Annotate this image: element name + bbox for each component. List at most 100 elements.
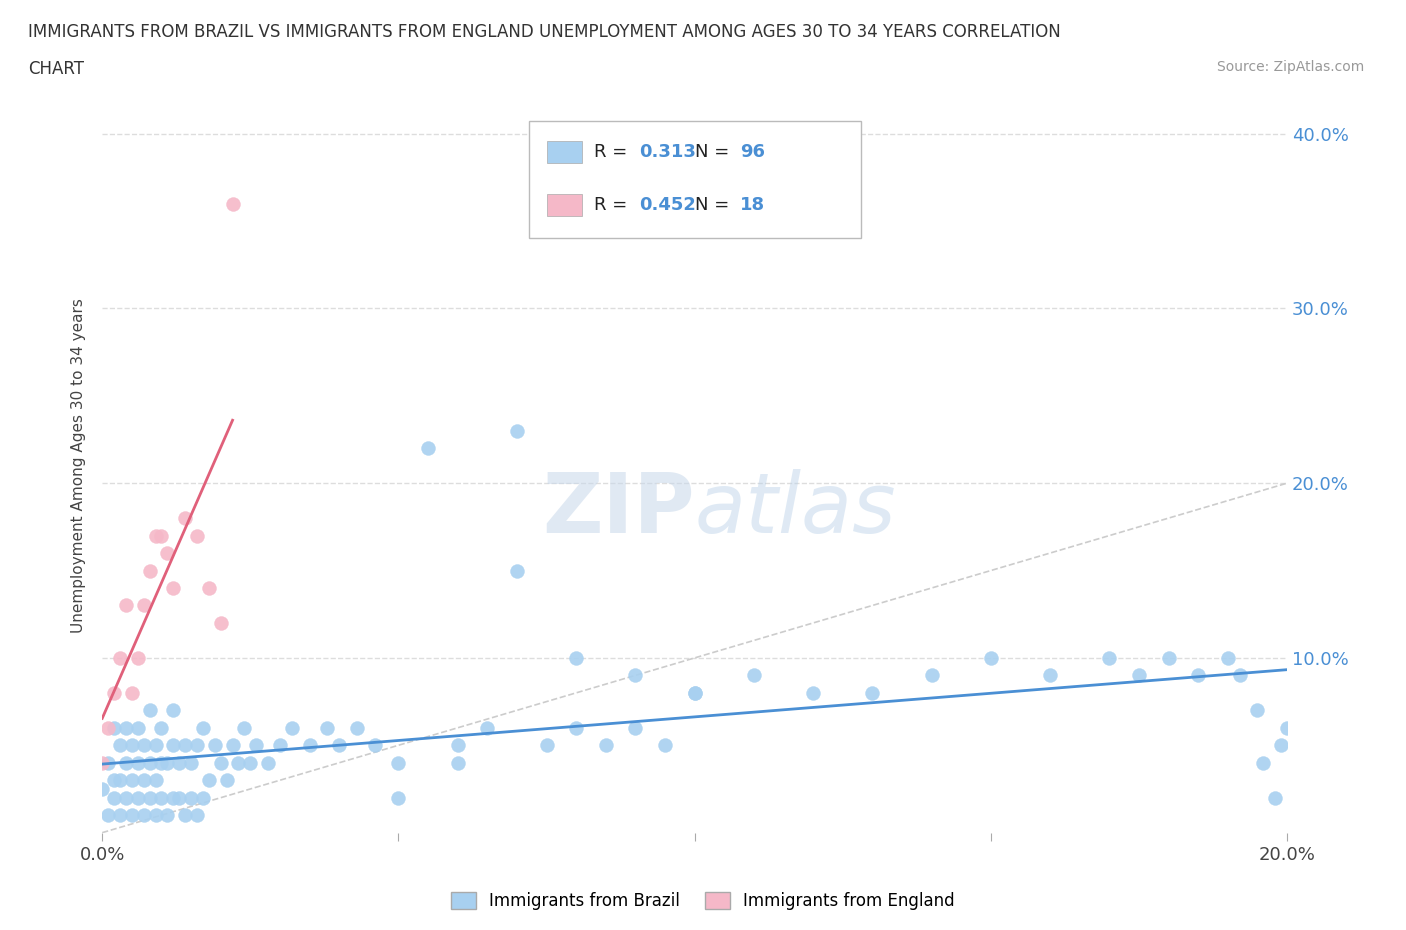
Point <box>103 685 125 700</box>
Text: N =: N = <box>695 196 735 214</box>
Point <box>209 755 232 770</box>
Point <box>108 737 131 752</box>
Point <box>180 790 202 805</box>
Point <box>1264 790 1286 805</box>
Point <box>156 755 179 770</box>
Point <box>506 423 529 438</box>
Point <box>162 703 184 718</box>
Point <box>683 685 706 700</box>
Point <box>97 755 120 770</box>
Point <box>127 790 149 805</box>
Point <box>121 808 143 823</box>
Point <box>167 755 190 770</box>
Text: 18: 18 <box>740 196 765 214</box>
Point <box>387 790 409 805</box>
Point <box>1275 721 1298 736</box>
Point <box>860 685 883 700</box>
Point <box>1098 650 1121 665</box>
Point <box>595 737 617 752</box>
Point <box>145 737 167 752</box>
Point <box>281 721 304 736</box>
Point <box>387 755 409 770</box>
Point <box>186 528 208 543</box>
Point <box>180 755 202 770</box>
Text: 96: 96 <box>740 142 765 161</box>
Point <box>115 721 138 736</box>
Point <box>364 737 387 752</box>
Point <box>565 650 588 665</box>
Point <box>167 790 190 805</box>
Point <box>156 546 179 561</box>
Point <box>980 650 1002 665</box>
Point <box>162 790 184 805</box>
Point <box>138 703 160 718</box>
Text: 0.452: 0.452 <box>638 196 696 214</box>
Y-axis label: Unemployment Among Ages 30 to 34 years: Unemployment Among Ages 30 to 34 years <box>72 299 86 633</box>
Point <box>228 755 250 770</box>
Point <box>245 737 267 752</box>
Point <box>115 755 138 770</box>
Point <box>221 737 243 752</box>
Point <box>115 790 138 805</box>
Point <box>1039 668 1062 683</box>
Point <box>565 721 588 736</box>
Point <box>145 808 167 823</box>
Point <box>132 773 155 788</box>
Point <box>233 721 256 736</box>
Point <box>477 721 499 736</box>
Point <box>121 685 143 700</box>
Point <box>91 781 114 796</box>
Point <box>1270 737 1292 752</box>
Point <box>1216 650 1239 665</box>
Bar <box>547 194 582 216</box>
Text: IMMIGRANTS FROM BRAZIL VS IMMIGRANTS FROM ENGLAND UNEMPLOYMENT AMONG AGES 30 TO : IMMIGRANTS FROM BRAZIL VS IMMIGRANTS FRO… <box>28 23 1062 41</box>
Point <box>269 737 291 752</box>
Point <box>121 737 143 752</box>
Point <box>115 598 138 613</box>
Point <box>138 755 160 770</box>
Point <box>624 668 647 683</box>
FancyBboxPatch shape <box>529 121 860 238</box>
Legend: Immigrants from Brazil, Immigrants from England: Immigrants from Brazil, Immigrants from … <box>444 885 962 917</box>
Text: N =: N = <box>695 142 735 161</box>
Point <box>97 808 120 823</box>
Point <box>742 668 765 683</box>
Point <box>506 563 529 578</box>
Point <box>215 773 238 788</box>
Point <box>103 790 125 805</box>
Point <box>1229 668 1251 683</box>
Point <box>1187 668 1209 683</box>
Bar <box>547 140 582 163</box>
Point <box>132 598 155 613</box>
Point <box>145 528 167 543</box>
Point <box>108 808 131 823</box>
Point <box>801 685 824 700</box>
Point <box>298 737 321 752</box>
Point <box>127 755 149 770</box>
Point <box>209 616 232 631</box>
Point <box>1157 650 1180 665</box>
Point <box>624 721 647 736</box>
Point <box>186 808 208 823</box>
Text: Source: ZipAtlas.com: Source: ZipAtlas.com <box>1216 60 1364 74</box>
Point <box>150 528 173 543</box>
Point <box>162 580 184 595</box>
Point <box>447 755 470 770</box>
Point <box>239 755 262 770</box>
Point <box>174 511 197 525</box>
Point <box>108 773 131 788</box>
Point <box>127 721 149 736</box>
Point <box>186 737 208 752</box>
Point <box>132 808 155 823</box>
Point <box>103 721 125 736</box>
Point <box>328 737 350 752</box>
Point <box>91 755 114 770</box>
Point <box>654 737 676 752</box>
Point <box>447 737 470 752</box>
Point <box>174 737 197 752</box>
Point <box>138 563 160 578</box>
Point <box>346 721 368 736</box>
Point <box>162 737 184 752</box>
Point <box>198 580 221 595</box>
Point <box>150 790 173 805</box>
